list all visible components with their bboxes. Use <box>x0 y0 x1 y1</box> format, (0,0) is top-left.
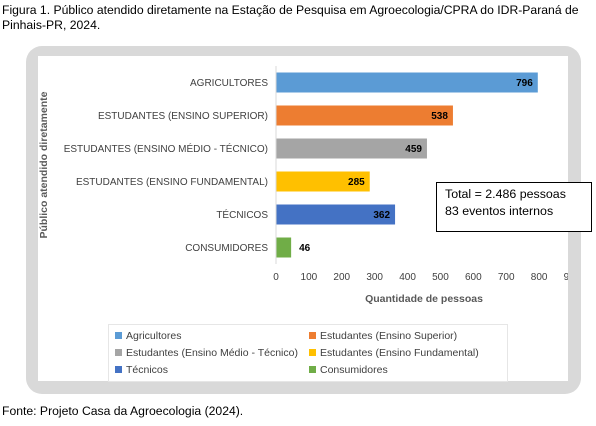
legend-label-0: Agricultores <box>126 330 182 342</box>
legend-swatch-1 <box>309 332 316 339</box>
legend-item-4: Técnicos <box>115 364 168 376</box>
legend-item-2: Estudantes (Ensino Médio - Técnico) <box>115 347 298 359</box>
bar-5 <box>276 237 292 258</box>
category-label-5: CONSUMIDORES <box>185 243 268 254</box>
category-labels-group: AGRICULTORES ESTUDANTES (ENSINO SUPERIOR)… <box>64 78 269 254</box>
x-axis-title: Quantidade de pessoas <box>365 293 483 305</box>
figure-caption: Figura 1. Público atendido diretamente n… <box>2 3 579 32</box>
legend-swatch-4 <box>115 366 122 373</box>
legend-item-0: Agricultores <box>115 330 181 342</box>
value-label-1: 538 <box>431 111 448 122</box>
category-label-1: ESTUDANTES (ENSINO SUPERIOR) <box>98 111 268 122</box>
x-tick-label-7: 700 <box>498 272 515 283</box>
chart-area: AGRICULTORES ESTUDANTES (ENSINO SUPERIOR)… <box>38 56 592 382</box>
legend-label-4: Técnicos <box>126 364 169 376</box>
legend-label-3: Estudantes (Ensino Fundamental) <box>320 347 479 359</box>
legend-swatch-0 <box>115 332 122 339</box>
source-note: Fonte: Projeto Casa da Agroecologia (202… <box>2 404 244 418</box>
x-tick-label-4: 400 <box>399 272 416 283</box>
x-tick-label-0: 0 <box>273 272 279 283</box>
legend-label-1: Estudantes (Ensino Superior) <box>320 330 458 342</box>
legend-item-1: Estudantes (Ensino Superior) <box>309 330 457 342</box>
value-label-3: 285 <box>348 177 365 188</box>
x-ticks-group: 0 100 200 300 400 500 600 700 800 900 <box>273 272 581 283</box>
category-label-2: ESTUDANTES (ENSINO MÉDIO - TÉCNICO) <box>64 142 268 155</box>
bar-1 <box>276 105 453 126</box>
value-label-5: 46 <box>299 243 311 254</box>
bars-group <box>276 72 538 258</box>
x-tick-label-8: 800 <box>531 272 548 283</box>
bar-2 <box>276 138 427 159</box>
x-tick-label-2: 200 <box>333 272 350 283</box>
bar-chart: AGRICULTORES ESTUDANTES (ENSINO SUPERIOR)… <box>38 66 581 305</box>
bar-3 <box>276 171 370 192</box>
x-tick-label-3: 300 <box>366 272 383 283</box>
value-label-2: 459 <box>405 144 422 155</box>
value-label-0: 796 <box>516 78 533 89</box>
bar-4 <box>276 204 396 225</box>
category-label-3: ESTUDANTES (ENSINO FUNDAMENTAL) <box>76 177 268 188</box>
category-label-0: AGRICULTORES <box>190 78 268 89</box>
legend-item-5: Consumidores <box>309 364 388 376</box>
category-label-4: TÉCNICOS <box>216 208 268 221</box>
chart-panel: AGRICULTORES ESTUDANTES (ENSINO SUPERIOR)… <box>26 46 592 394</box>
legend-label-5: Consumidores <box>320 364 388 376</box>
total-annotation-box: Total = 2.486 pessoas 83 eventos interno… <box>436 182 592 232</box>
bar-0 <box>276 72 538 93</box>
value-label-4: 362 <box>373 210 390 221</box>
y-axis-title: Público atendido diretamente <box>38 91 50 238</box>
legend-swatch-5 <box>309 366 316 373</box>
annotation-total: Total = 2.486 pessoas <box>445 187 566 201</box>
value-labels-group: 796 538 459 285 362 46 <box>299 78 533 254</box>
x-tick-label-9: 900 <box>564 272 568 283</box>
legend-swatch-3 <box>309 349 316 356</box>
x-tick-label-5: 500 <box>432 272 449 283</box>
legend-label-2: Estudantes (Ensino Médio - Técnico) <box>126 347 298 359</box>
annotation-events: 83 eventos internos <box>445 204 554 218</box>
legend-swatch-2 <box>115 349 122 356</box>
x-tick-label-6: 600 <box>465 272 482 283</box>
legend-item-3: Estudantes (Ensino Fundamental) <box>309 347 479 359</box>
chart-legend: Agricultores Estudantes (Ensino Superior)… <box>108 324 508 382</box>
x-tick-label-1: 100 <box>301 272 318 283</box>
